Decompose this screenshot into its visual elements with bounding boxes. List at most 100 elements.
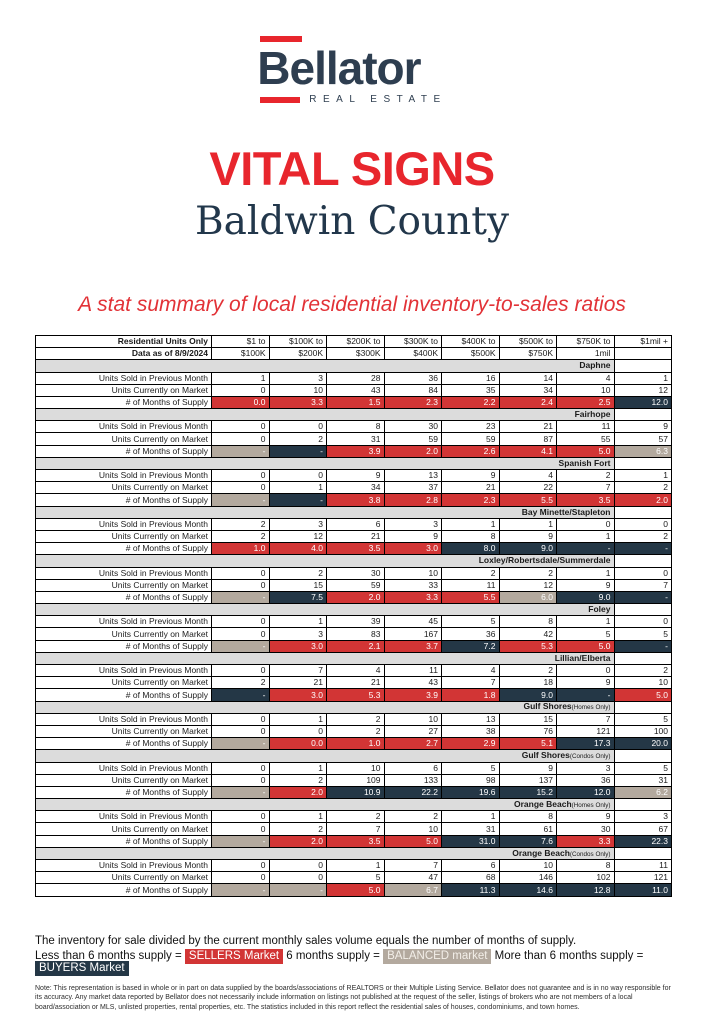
area-header-last-cell (613, 408, 672, 422)
value-cell: 0 (556, 663, 615, 678)
supply-cell: 3.9 (326, 444, 385, 458)
value-cell: 9 (498, 761, 557, 775)
supply-cell: 2.7 (383, 737, 442, 751)
supply-cell: 5.5 (441, 590, 500, 605)
metric-row: # of Months of Supply - -5.0 6.7 11.3 14.6 12.… (35, 883, 672, 897)
area-header-row: Daphne (35, 359, 672, 373)
value-cell: 8 (326, 420, 385, 434)
metric-label-cell: Units Currently on Market (35, 432, 212, 446)
value-cell: 84 (383, 383, 442, 397)
supply-cell: 7.5 (268, 590, 327, 605)
supply-cell: - (211, 785, 270, 800)
value-cell: 83 (326, 627, 385, 641)
price-header-cell: $400K to (441, 334, 500, 349)
value-cell: 167 (383, 627, 442, 641)
metric-row: # of Months of Supply 0.0 3.3 1.5 2.3 2.2 2.4 2… (35, 395, 672, 410)
metric-row: Units Sold in Previous Month 0 1 10 6 5 9 3 5 (35, 761, 672, 775)
value-cell: 7 (613, 578, 672, 592)
supply-cell: 5.0 (383, 834, 442, 848)
supply-cell: 8.0 (441, 542, 500, 556)
value-cell: 1 (268, 712, 327, 726)
page: Bellator REAL ESTATE VITAL SIGNS Baldwin… (0, 36, 704, 1013)
price-header-row-bottom: Data as of 8/9/2024 $100K $200K $300K $400K $… (35, 347, 672, 361)
metric-row: # of Months of Supply -0.0 1.0 2.7 2.9 5.1 17.… (35, 737, 672, 751)
metric-row: Units Sold in Previous Month 1 3 28 36 16 14 4 1 (35, 371, 672, 385)
area-name: Foley (588, 604, 611, 615)
value-cell: 9 (556, 810, 615, 824)
value-cell: 42 (498, 627, 557, 641)
value-cell: 30 (326, 566, 385, 580)
value-cell: 37 (383, 481, 442, 495)
value-cell: 55 (556, 432, 615, 446)
metric-row: Units Sold in Previous Month 0 1 39 45 5 8 1 0 (35, 615, 672, 629)
supply-cell: 2.2 (441, 395, 500, 410)
supply-cell: 20.0 (613, 737, 672, 751)
value-cell: 61 (498, 822, 557, 836)
area-header-last-cell (613, 749, 672, 763)
metric-label-cell: Units Sold in Previous Month (35, 712, 212, 726)
supply-cell: 2.5 (556, 395, 615, 410)
value-cell: 0 (211, 383, 270, 397)
value-cell: 0 (211, 615, 270, 629)
supply-cell: 14.6 (498, 883, 557, 897)
supply-cell: 5.5 (498, 493, 557, 507)
area-header-last-cell (613, 798, 672, 812)
supply-cell: 1.0 (326, 737, 385, 751)
metric-label-cell: Units Currently on Market (35, 822, 212, 836)
metric-label-cell: # of Months of Supply (35, 542, 212, 556)
supply-cell: 2.0 (268, 785, 327, 800)
value-cell: 4 (498, 468, 557, 483)
value-cell: 1 (326, 858, 385, 873)
value-cell: 4 (556, 371, 615, 385)
area-header-row: Orange Beach(Condos Only) (35, 846, 672, 861)
value-cell: 1 (441, 810, 500, 824)
metric-label-cell: Units Sold in Previous Month (35, 663, 212, 678)
area-name-cell: Lillian/Elberta (35, 651, 615, 666)
value-cell: 0 (211, 481, 270, 495)
area-header-row: Foley (35, 603, 672, 617)
supply-cell: 2.0 (383, 444, 442, 458)
value-cell: 13 (383, 468, 442, 483)
value-cell: 0 (211, 761, 270, 775)
supply-cell: 3.8 (326, 493, 385, 507)
value-cell: 3 (383, 517, 442, 531)
value-cell: 0 (211, 724, 270, 739)
area-header-row: Loxley/Robertsdale/Summerdale (35, 554, 672, 568)
value-cell: 2 (498, 566, 557, 580)
value-cell: 5 (441, 761, 500, 775)
value-cell: 10 (613, 676, 672, 690)
area-header-last-cell (613, 603, 672, 617)
value-cell: 11 (383, 663, 442, 678)
value-cell: 0 (211, 773, 270, 787)
value-cell: 9 (613, 420, 672, 434)
metric-label-cell: # of Months of Supply (35, 444, 212, 458)
supply-cell: 5.0 (613, 688, 672, 702)
supply-cell: 5.3 (498, 639, 557, 653)
supply-cell: 1.0 (211, 542, 270, 556)
metric-row: Units Currently on Market 0 0 2 27 38 76 121 100 (35, 724, 672, 739)
area-name: Spanish Fort (558, 457, 611, 468)
area-header-row: Spanish Fort (35, 456, 672, 471)
metric-row: Units Sold in Previous Month 0 0 9 13 9 4 2 1 (35, 468, 672, 483)
value-cell: 0 (211, 822, 270, 836)
value-cell: 43 (383, 676, 442, 690)
metric-label-cell: Units Currently on Market (35, 627, 212, 641)
metric-row: # of Months of Supply -7.5 2.0 3.3 5.5 6.0 9.0… (35, 590, 672, 605)
metric-label-cell: # of Months of Supply (35, 883, 212, 897)
table-body: Residential Units Only $1 to $100K to $200K… (35, 334, 672, 897)
value-cell: 121 (556, 724, 615, 739)
value-cell: 30 (556, 822, 615, 836)
price-header-cell: $300K to (383, 334, 442, 349)
metric-row: Units Currently on Market 2 12 21 9 8 9 1 2 (35, 529, 672, 544)
value-cell: 2 (326, 712, 385, 726)
metric-row: Units Currently on Market 0 2 31 59 59 87 55 57 (35, 432, 672, 446)
value-cell: 5 (613, 627, 672, 641)
value-cell: 0 (268, 420, 327, 434)
value-cell: 3 (268, 627, 327, 641)
value-cell: 31 (441, 822, 500, 836)
metric-row: Units Currently on Market 0 3 83 167 36 42 5 5 (35, 627, 672, 641)
value-cell: 0 (613, 566, 672, 580)
value-cell: 1 (268, 761, 327, 775)
price-header-row-top: Residential Units Only $1 to $100K to $200K… (35, 334, 672, 349)
footer: The inventory for sale divided by the cu… (35, 935, 675, 1013)
